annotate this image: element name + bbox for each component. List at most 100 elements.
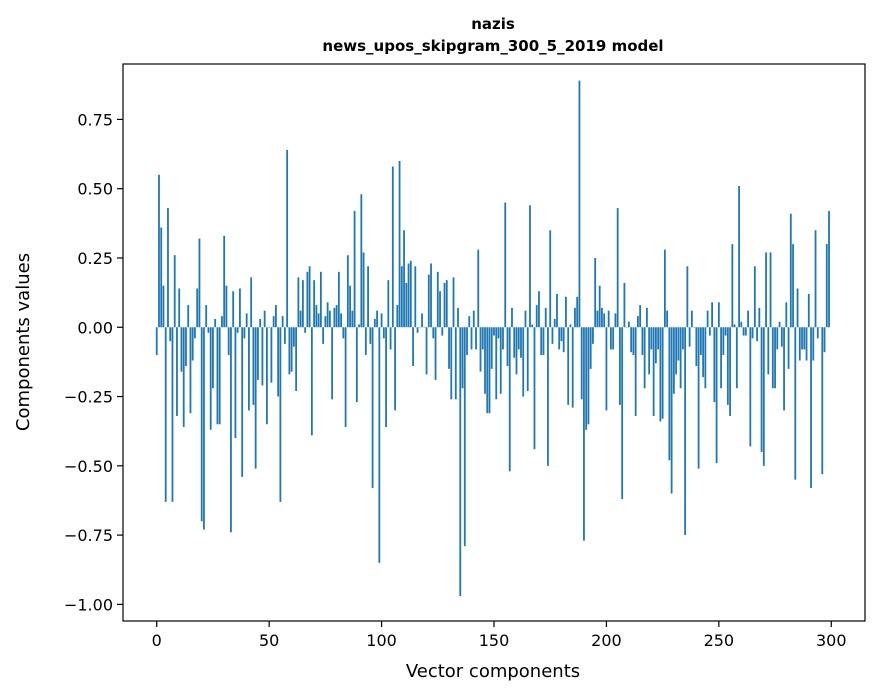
bar-component-261 — [742, 327, 745, 336]
bar-component-56 — [281, 316, 284, 328]
bar-component-273 — [769, 252, 772, 328]
bar-component-114 — [412, 327, 414, 367]
bar-component-135 — [459, 327, 462, 597]
bar-component-298 — [825, 244, 828, 328]
bar-component-98 — [376, 310, 378, 328]
bar-component-232 — [677, 327, 680, 361]
bar-component-91 — [360, 194, 363, 328]
bar-component-243 — [702, 327, 705, 378]
bar-component-21 — [203, 327, 205, 530]
bar-component-155 — [504, 202, 507, 328]
bar-component-83 — [342, 327, 345, 339]
bar-component-81 — [337, 271, 340, 328]
bar-component-255 — [729, 327, 731, 416]
chart-title-line-2: news_upos_skipgram_300_5_2019 model — [322, 37, 663, 55]
bar-component-275 — [774, 327, 776, 389]
bar-component-103 — [387, 280, 390, 328]
x-tick-label: 200 — [591, 631, 622, 650]
bar-component-204 — [614, 313, 617, 328]
bar-component-27 — [216, 327, 219, 425]
bar-component-99 — [378, 327, 381, 563]
bar-component-65 — [301, 280, 304, 328]
bar-component-236 — [686, 266, 689, 328]
bar-component-283 — [792, 244, 794, 328]
bar-component-201 — [607, 310, 610, 328]
bar-component-49 — [266, 327, 268, 425]
bar-component-248 — [713, 327, 716, 403]
bar-component-15 — [189, 327, 192, 414]
bar-component-250 — [717, 302, 720, 328]
bar-component-244 — [704, 327, 707, 389]
bar-component-277 — [778, 321, 781, 328]
bar-component-134 — [457, 307, 459, 328]
bar-component-259 — [738, 185, 740, 328]
x-axis-ticks: 0 50 100 150 200 250 300 — [152, 621, 847, 650]
bar-component-11 — [180, 327, 183, 372]
bar-component-220 — [650, 327, 653, 350]
bar-component-191 — [585, 327, 588, 430]
bar-component-281 — [787, 327, 790, 369]
bar-component-94 — [367, 266, 369, 328]
bar-component-132 — [452, 277, 455, 328]
x-tick-label: 150 — [479, 631, 510, 650]
bar-component-170 — [538, 291, 540, 328]
bar-component-31 — [225, 285, 228, 328]
y-tick-label: 0.00 — [77, 318, 113, 337]
bar-component-179 — [558, 327, 561, 350]
bar-component-262 — [744, 327, 747, 336]
bar-component-173 — [544, 307, 547, 328]
bar-component-30 — [223, 235, 226, 328]
bar-component-53 — [275, 305, 277, 328]
bar-component-187 — [576, 296, 579, 328]
bar-component-212 — [632, 327, 635, 355]
y-axis-label: Components values — [13, 253, 34, 431]
bar-component-240 — [695, 327, 698, 367]
bar-component-10 — [178, 288, 181, 328]
bar-component-154 — [502, 327, 504, 350]
bar-component-188 — [578, 80, 581, 328]
bar-component-118 — [421, 313, 423, 328]
bar-component-274 — [771, 327, 774, 389]
bar-component-297 — [823, 327, 826, 353]
bar-component-101 — [382, 327, 385, 339]
bar-component-38 — [241, 327, 244, 477]
bar-component-211 — [630, 327, 633, 353]
bar-component-4 — [164, 327, 167, 502]
bar-component-128 — [443, 282, 446, 328]
bar-component-52 — [272, 316, 275, 328]
bar-component-171 — [540, 327, 543, 355]
bar-component-73 — [319, 271, 322, 328]
bar-component-265 — [751, 327, 754, 339]
bar-component-166 — [529, 205, 531, 328]
bar-component-45 — [257, 327, 259, 380]
bar-component-121 — [427, 274, 430, 328]
bar-component-126 — [439, 291, 441, 328]
bar-component-140 — [470, 327, 473, 350]
bar-component-207 — [621, 327, 624, 500]
bar-component-161 — [517, 327, 520, 350]
bar-component-6 — [169, 327, 172, 342]
y-tick-label: −0.50 — [64, 457, 113, 476]
bar-component-47 — [261, 327, 264, 386]
bar-component-190 — [583, 327, 585, 541]
bar-component-115 — [414, 266, 417, 328]
bar-component-196 — [596, 310, 599, 328]
bar-component-55 — [279, 327, 282, 502]
bar-component-219 — [648, 327, 651, 375]
bar-component-144 — [479, 327, 482, 372]
bar-component-157 — [508, 327, 511, 472]
bar-component-234 — [681, 327, 684, 350]
bar-component-160 — [515, 327, 518, 375]
chart-title-line-1: nazis — [471, 15, 515, 33]
bar-component-110 — [403, 230, 405, 328]
bar-component-104 — [389, 327, 392, 350]
bar-component-227 — [666, 310, 669, 328]
bars-group — [155, 80, 830, 597]
bar-component-41 — [248, 327, 250, 411]
bar-component-76 — [326, 302, 329, 328]
bar-component-86 — [349, 285, 351, 328]
bar-component-44 — [254, 327, 257, 469]
bar-component-106 — [394, 327, 396, 411]
y-axis-ticks: −1.00 −0.75 −0.50 −0.25 0.00 0.25 0.50 0.75 — [64, 110, 123, 614]
bar-component-197 — [598, 285, 601, 328]
